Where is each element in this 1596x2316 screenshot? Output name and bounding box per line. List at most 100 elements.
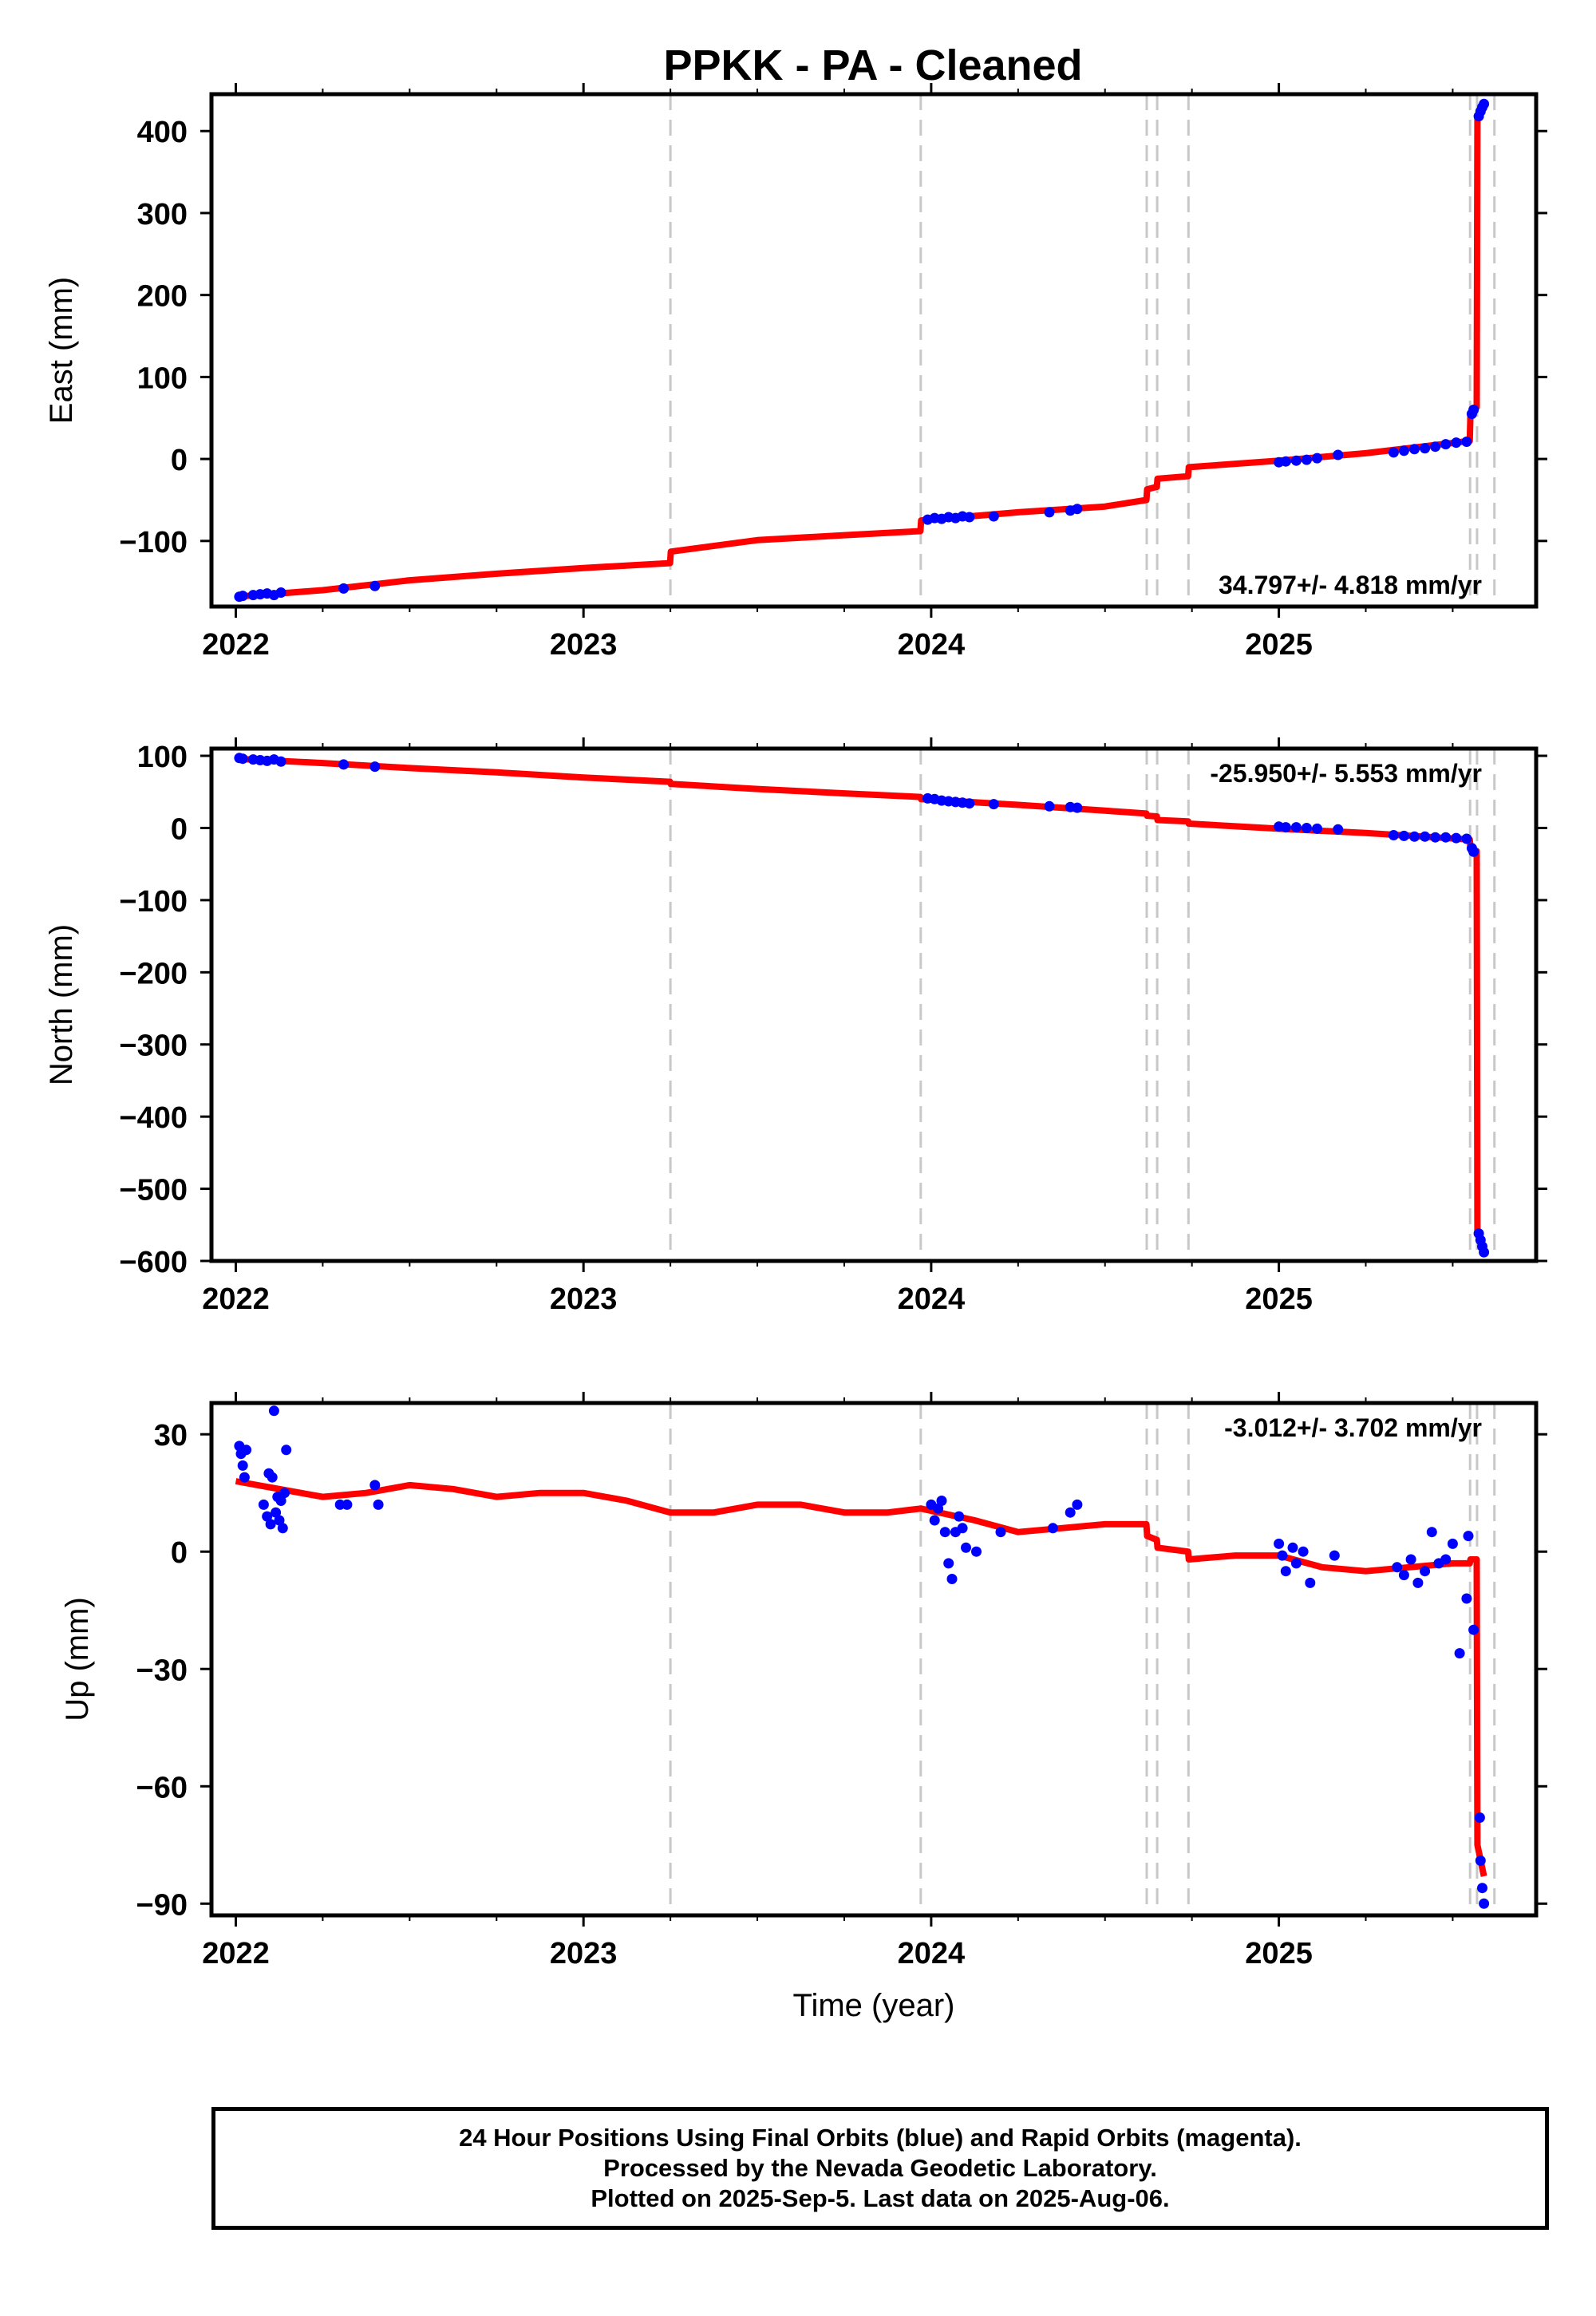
east-data-point — [237, 591, 248, 602]
up-x-tick-label-2: 2024 — [898, 1937, 966, 1970]
east-data-point — [1430, 441, 1441, 453]
up-data-point — [1454, 1648, 1465, 1659]
up-data-point — [237, 1460, 248, 1471]
east-data-point — [1388, 447, 1399, 458]
east-x-tick-label-1: 2023 — [550, 628, 618, 662]
north-data-point — [1290, 822, 1302, 833]
up-data-point — [939, 1527, 950, 1538]
up-data-point — [1290, 1558, 1302, 1569]
up-data-point — [1412, 1577, 1424, 1588]
up-data-point — [1405, 1554, 1416, 1565]
north-data-point — [237, 753, 248, 765]
up-data-point — [943, 1558, 954, 1569]
up-data-point — [1072, 1499, 1083, 1510]
north-data-point — [1044, 800, 1055, 812]
up-data-point — [275, 1496, 286, 1506]
east-x-tick-label-0: 2022 — [202, 628, 270, 662]
up-x-tick-label-3: 2025 — [1245, 1937, 1313, 1970]
up-data-point — [258, 1499, 269, 1510]
north-plot-frame — [209, 746, 1539, 1263]
up-data-point — [1329, 1550, 1340, 1561]
east-x-tick-label-2: 2024 — [898, 628, 966, 662]
east-data-point — [1312, 453, 1322, 464]
up-data-point — [279, 1488, 290, 1499]
up-data-point — [946, 1574, 958, 1584]
east-y-tick-label-0: 400 — [137, 116, 188, 149]
north-data-point — [1333, 824, 1344, 835]
east-data-point — [1044, 507, 1055, 518]
up-data-point — [1479, 1898, 1490, 1909]
up-plot-frame — [209, 1401, 1539, 1918]
north-data-point — [1461, 833, 1472, 844]
up-y-tick-label-2: −30 — [136, 1654, 188, 1687]
north-data-point — [1388, 830, 1399, 840]
east-y-tick-label-4: 0 — [171, 444, 188, 477]
east-y-tick-label-3: 100 — [137, 362, 188, 395]
north-x-tick-label-3: 2025 — [1245, 1282, 1313, 1316]
north-data-point — [964, 798, 975, 809]
timeseries-figure: PPKK - PA - Cleaned 2022 2023 2024 2025 400 3… — [44, 41, 1547, 2023]
north-data-point — [338, 759, 350, 770]
east-plot-frame — [209, 92, 1539, 609]
up-data-point — [1047, 1523, 1058, 1534]
up-data-point — [1474, 1812, 1485, 1823]
up-data-point — [239, 1472, 250, 1483]
north-y-tick-label-3: −200 — [119, 957, 188, 990]
up-data-point — [1426, 1527, 1437, 1538]
east-y-axis-label: East (mm) — [44, 277, 79, 424]
east-data-point — [964, 512, 975, 523]
east-data-point — [1440, 439, 1452, 450]
north-y-tick-label-1: 0 — [171, 812, 188, 846]
up-data-point — [929, 1515, 940, 1526]
east-data-point — [1468, 405, 1479, 415]
up-data-point — [1447, 1538, 1458, 1549]
up-data-point — [369, 1480, 381, 1491]
up-data-point — [936, 1496, 947, 1506]
up-data-point — [1305, 1577, 1316, 1588]
footer-line-1: 24 Hour Positions Using Final Orbits (bl… — [459, 2124, 1302, 2152]
up-data-point — [954, 1511, 965, 1522]
up-x-tick-label-0: 2022 — [202, 1937, 270, 1970]
east-data-point — [1451, 437, 1462, 449]
east-data-point — [988, 511, 999, 522]
up-data-point — [1468, 1624, 1479, 1635]
north-data-point — [369, 761, 381, 773]
up-data-point — [265, 1519, 276, 1530]
north-data-point — [1451, 832, 1462, 844]
up-y-tick-label-0: 30 — [154, 1419, 188, 1452]
up-data-point — [241, 1445, 252, 1456]
east-model-series-line — [235, 103, 1487, 600]
up-data-point — [281, 1445, 292, 1456]
north-data-point — [988, 799, 999, 810]
north-velocity-label: -25.950+/- 5.553 mm/yr — [1210, 759, 1482, 788]
east-data-point — [1280, 456, 1291, 467]
chart-title: PPKK - PA - Cleaned — [663, 41, 1082, 89]
up-data-point — [1277, 1550, 1288, 1561]
north-y-tick-label-2: −100 — [119, 885, 188, 919]
up-velocity-label: -3.012+/- 3.702 mm/yr — [1224, 1413, 1482, 1442]
north-data-point — [1409, 831, 1420, 842]
east-y-tick-label-1: 300 — [137, 198, 188, 231]
up-data-point — [1392, 1562, 1403, 1573]
east-data-point — [1398, 445, 1409, 456]
east-data-point — [1290, 455, 1302, 466]
up-data-point — [1287, 1542, 1298, 1553]
east-data-point — [275, 587, 286, 598]
east-data-point — [1479, 98, 1490, 109]
up-y-tick-label-4: −90 — [136, 1888, 188, 1922]
up-data-point — [1463, 1531, 1474, 1542]
east-data-point — [369, 580, 381, 591]
north-y-tick-label-0: 100 — [137, 741, 188, 774]
north-y-tick-label-4: −300 — [119, 1030, 188, 1063]
north-data-point — [1430, 832, 1441, 843]
up-data-point — [271, 1507, 282, 1518]
up-data-point — [267, 1472, 278, 1483]
north-data-point — [1398, 830, 1409, 841]
north-y-tick-label-7: −600 — [119, 1246, 188, 1279]
north-y-axis-label: North (mm) — [44, 924, 79, 1085]
up-y-tick-label-1: 0 — [171, 1536, 188, 1570]
east-velocity-label: 34.797+/- 4.818 mm/yr — [1219, 571, 1482, 599]
up-data-point — [961, 1542, 971, 1553]
up-data-point — [274, 1515, 285, 1526]
